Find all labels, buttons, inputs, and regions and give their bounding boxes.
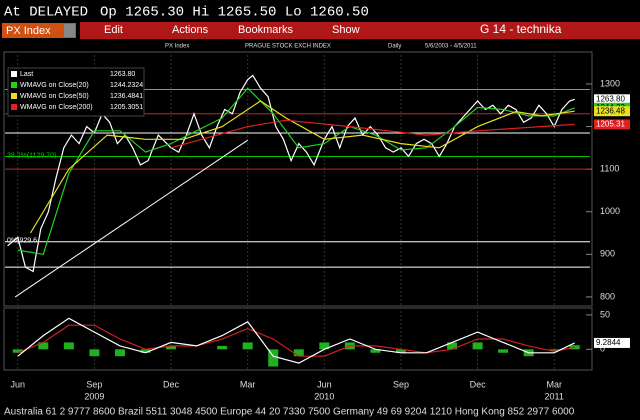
histogram-bar (140, 349, 151, 353)
y-tick-label: 50 (600, 309, 610, 319)
value-box-label: 1236.48 (596, 106, 625, 115)
histogram-bar (63, 342, 74, 350)
value-box (594, 94, 630, 105)
y-tick-label: 1300 (600, 78, 620, 88)
footer: Australia 61 2 9777 8600 Brazil 5511 304… (4, 407, 575, 418)
legend-value: 1205.3051 (110, 104, 143, 111)
y-tick-label: 800 (600, 291, 615, 301)
x-tick-label: Jun (317, 379, 332, 389)
y-tick-label: 1100 (600, 164, 619, 174)
series-line (17, 317, 575, 364)
level-label: 0%(929.6 (7, 238, 37, 245)
menu-item[interactable]: Show (332, 24, 360, 36)
value-box-label: 1263.80 (596, 94, 625, 103)
histogram-bar (166, 345, 177, 350)
histogram-bar (498, 349, 509, 353)
histogram-bar (447, 342, 458, 350)
x-tick-label: Sep (393, 379, 409, 389)
y-tick-label: 0 (600, 344, 605, 354)
menu-item[interactable]: Actions (172, 24, 209, 36)
main-panel (3, 51, 593, 307)
value-box-label: 9.2844 (596, 338, 621, 347)
series-line (170, 119, 575, 149)
legend-name: WMAVG on Close(20) (20, 82, 89, 89)
value-box (594, 106, 630, 117)
x-tick-label: Dec (163, 379, 180, 389)
legend-swatch (11, 71, 17, 77)
series-line (17, 87, 575, 255)
screen-name: G 14 - technika (480, 22, 562, 36)
trend-line (14, 139, 248, 298)
legend-name: WMAVG on Close(200) (20, 104, 93, 111)
legend-value: 1244.2324 (110, 82, 143, 89)
menu-bar (80, 22, 640, 39)
histogram-bar (217, 345, 228, 350)
x-tick-label: Mar (546, 379, 562, 389)
security-box[interactable] (2, 23, 76, 38)
histogram-bar (12, 349, 23, 353)
year-label: 2011 (545, 391, 564, 401)
y-tick-label: 900 (600, 249, 615, 259)
legend-name: WMAVG on Close(50) (20, 93, 89, 100)
x-tick-label: Dec (470, 379, 487, 389)
legend-swatch (11, 93, 17, 99)
chart-range: 5/6/2003 - 4/5/2011 (425, 44, 477, 50)
histogram-bar (319, 342, 330, 350)
histogram-bar (89, 349, 100, 357)
y-tick-label: 1000 (600, 206, 620, 216)
value-box (594, 119, 630, 130)
chart-ticker: PX Index (165, 44, 189, 50)
value-box-label: 1205.31 (596, 120, 625, 129)
histogram-bar (242, 342, 253, 350)
status: At DELAYED (4, 5, 88, 21)
legend (7, 67, 145, 117)
dropdown[interactable] (64, 24, 75, 37)
menu-item[interactable]: Edit (104, 24, 123, 36)
x-tick-label: Jun (11, 379, 26, 389)
legend-swatch (11, 82, 17, 88)
legend-value: 1236.4841 (110, 93, 143, 100)
x-tick-label: Mar (240, 379, 256, 389)
legend-value: 1263.80 (110, 71, 135, 78)
histogram-bar (293, 349, 304, 357)
level-label: 38.2%(1129.70) (7, 152, 56, 159)
histogram-bar (549, 349, 560, 351)
year-label: 2009 (84, 391, 104, 401)
year-label: 2010 (314, 391, 334, 401)
histogram-bar (370, 349, 381, 353)
legend-swatch (11, 104, 17, 110)
histogram-bar (472, 342, 483, 350)
osc-panel (3, 307, 593, 371)
quote: Op 1265.30 Hi 1265.50 Lo 1260.50 (100, 5, 369, 21)
histogram-bar (268, 349, 279, 367)
legend-name: Last (20, 71, 33, 78)
series-line (17, 324, 575, 357)
histogram-bar (38, 342, 49, 350)
chart-period: Daily (388, 44, 401, 50)
series-line (29, 100, 575, 234)
menu-item[interactable]: Bookmarks (238, 24, 294, 36)
histogram-bar (395, 349, 406, 353)
value-box (594, 337, 630, 348)
chart-name: PRAGUE STOCK EXCH INDEX (245, 44, 331, 50)
histogram-bar (114, 349, 125, 357)
x-tick-label: Sep (86, 379, 102, 389)
security[interactable]: PX Index (6, 25, 51, 37)
